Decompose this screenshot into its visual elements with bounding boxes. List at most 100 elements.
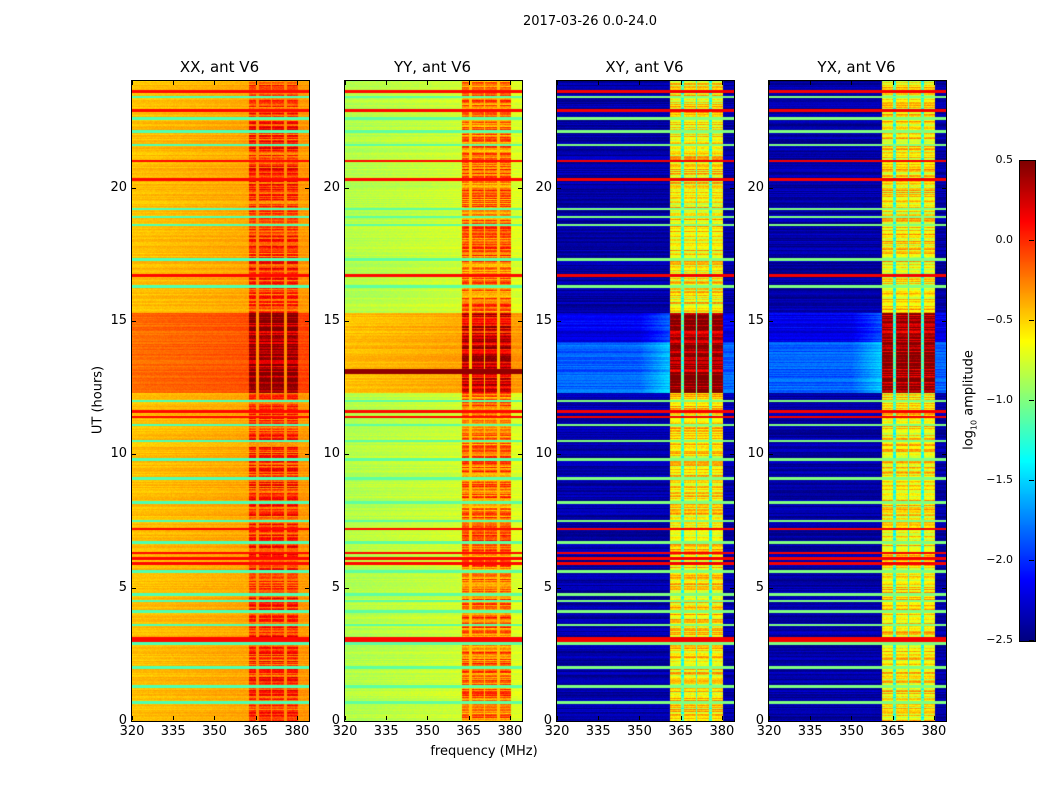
heatmap-cells [132,81,309,721]
x-tick-mark [680,716,682,720]
panel-title: XY, ant V6 [605,58,684,76]
x-tick-mark [769,81,770,85]
x-tick-mark [427,81,429,85]
y-tick-label: 10 [535,446,552,462]
colorbar-label-sub: 10 [969,419,979,431]
x-tick-label: 365 [880,724,906,739]
y-tick-mark [942,721,946,722]
y-tick-mark [305,721,309,722]
x-tick-mark [639,716,641,720]
y-tick-mark [557,587,561,589]
colorbar-label: log10 amplitude [962,350,979,450]
y-tick-label: 5 [543,579,552,595]
x-tick-label: 365 [456,724,482,739]
y-tick-label: 20 [323,179,340,195]
x-tick-label: 380 [284,724,310,739]
y-tick-label: 10 [323,446,340,462]
y-tick-mark [305,321,309,322]
x-tick-mark [255,716,257,720]
y-tick-label: 20 [110,179,127,195]
x-tick-mark [680,81,682,85]
x-tick-mark [132,81,133,85]
y-tick-mark [132,721,136,722]
x-tick-mark [892,81,894,85]
y-tick-mark [730,587,734,589]
x-tick-mark [509,81,511,85]
colorbar-tick-mark [1029,400,1034,401]
x-tick-label: 365 [668,724,694,739]
y-tick-mark [769,187,773,189]
y-tick-mark [942,187,946,189]
colorbar-tick-label: −2.5 [986,633,1013,646]
x-tick-mark [598,81,600,85]
heatmap-panel [768,80,947,722]
x-tick-mark [557,81,558,85]
x-tick-mark [933,716,935,720]
x-tick-mark [468,81,470,85]
y-tick-mark [518,721,522,722]
y-tick-mark [132,321,136,322]
x-tick-mark [509,716,511,720]
x-tick-label: 320 [756,724,782,739]
x-tick-label: 335 [797,724,823,739]
y-tick-mark [557,454,561,456]
colorbar [1019,160,1036,642]
y-tick-label: 0 [331,713,340,728]
y-tick-mark [557,721,561,722]
x-tick-mark [296,81,298,85]
colorbar-tick-mark [1029,640,1034,641]
x-tick-mark [173,81,175,85]
y-tick-label: 5 [755,579,764,595]
y-tick-label: 5 [331,579,340,595]
panel-title: XX, ant V6 [179,58,260,76]
y-tick-label: 0 [543,713,552,728]
y-tick-label: 20 [535,179,552,195]
x-tick-mark [255,81,257,85]
figure-title: 2017-03-26 0.0-24.0 [523,14,657,29]
x-tick-mark [214,81,216,85]
colorbar-tick-mark [1029,560,1034,561]
y-tick-mark [518,587,522,589]
x-tick-mark [598,716,600,720]
y-tick-mark [730,454,734,456]
y-tick-label: 0 [755,713,764,728]
y-tick-label: 5 [118,579,127,595]
x-tick-mark [892,716,894,720]
y-tick-mark [132,454,136,456]
colorbar-tick-mark [1029,320,1034,321]
y-tick-label: 15 [747,313,764,328]
y-tick-mark [557,321,561,322]
x-tick-label: 350 [415,724,440,739]
x-tick-mark [386,716,388,720]
colorbar-label-log: log [961,430,977,450]
panel-title: YY, ant V6 [393,58,471,76]
x-tick-label: 350 [839,724,864,739]
y-tick-mark [345,454,349,456]
x-tick-label: 365 [243,724,269,739]
y-tick-mark [132,587,136,589]
y-tick-mark [345,721,349,722]
y-tick-label: 10 [747,446,764,462]
heatmap-cells [769,81,946,721]
y-tick-mark [305,587,309,589]
x-tick-label: 335 [160,724,186,739]
y-tick-label: 15 [323,313,340,328]
x-tick-mark [639,81,641,85]
x-tick-label: 350 [202,724,227,739]
panel-title: YX, ant V6 [817,58,896,76]
y-tick-label: 15 [535,313,552,328]
x-tick-label: 335 [585,724,611,739]
x-tick-label: 380 [497,724,523,739]
heatmap-panel [131,80,310,722]
x-tick-mark [810,81,812,85]
y-tick-mark [942,321,946,322]
x-tick-label: 380 [709,724,735,739]
x-tick-label: 335 [373,724,399,739]
y-tick-mark [769,721,773,722]
y-tick-mark [730,321,734,322]
y-tick-mark [518,187,522,189]
colorbar-tick-label: −1.5 [986,473,1013,486]
y-tick-mark [730,187,734,189]
x-tick-mark [851,81,853,85]
